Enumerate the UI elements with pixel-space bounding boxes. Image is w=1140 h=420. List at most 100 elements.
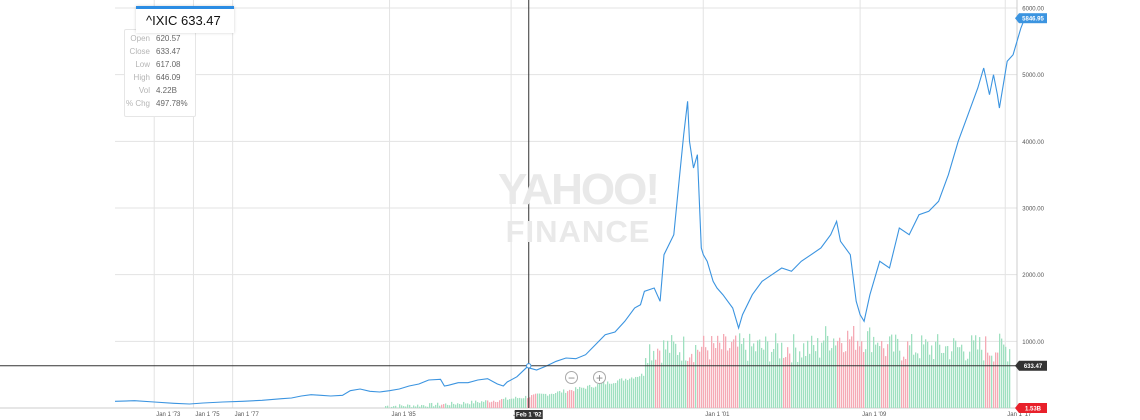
volume-bar <box>733 339 735 408</box>
volume-bar <box>843 352 845 408</box>
volume-bar <box>551 393 553 408</box>
volume-bar <box>993 361 995 408</box>
volume-bar <box>829 350 831 408</box>
volume-bar <box>679 352 681 408</box>
volume-bar <box>651 360 653 408</box>
volume-bar <box>923 344 925 408</box>
volume-bar <box>491 401 493 408</box>
volume-bar <box>411 407 413 408</box>
volume-bar <box>431 402 433 408</box>
volume-bar <box>873 336 875 408</box>
volume-bar <box>837 340 839 408</box>
volume-bar <box>503 398 505 408</box>
volume-bar <box>897 338 899 408</box>
volume-bar <box>691 353 693 408</box>
volume-bar <box>789 353 791 408</box>
zoom-in-button[interactable]: + <box>593 371 606 384</box>
volume-bar <box>839 337 841 408</box>
volume-bar <box>439 405 441 408</box>
volume-bar <box>387 405 389 408</box>
volume-bar <box>719 342 721 408</box>
volume-flag-arrow <box>1015 403 1019 413</box>
watermark-yahoo: YAHOO! <box>498 165 660 214</box>
volume-bar <box>653 350 655 408</box>
volume-bar <box>685 360 687 408</box>
volume-bar <box>629 378 631 408</box>
volume-bar <box>615 382 617 408</box>
volume-bar <box>947 345 949 408</box>
volume-bar <box>871 352 873 408</box>
volume-bar <box>787 347 789 408</box>
volume-bar <box>467 403 469 408</box>
volume-bar <box>995 352 997 408</box>
volume-bar <box>553 394 555 408</box>
volume-bar <box>567 391 569 408</box>
volume-bar <box>865 349 867 408</box>
volume-bar <box>961 344 963 408</box>
volume-bar <box>847 330 849 408</box>
volume-bar <box>695 344 697 408</box>
volume-bar <box>475 400 477 408</box>
volume-bar <box>427 406 429 408</box>
watermark: YAHOO! FINANCE <box>488 165 668 249</box>
volume-bar <box>747 360 749 408</box>
volume-bar <box>729 348 731 408</box>
volume-bar <box>659 350 661 408</box>
volume-bar <box>609 383 611 408</box>
volume-bar <box>549 394 551 408</box>
volume-bar <box>933 359 935 408</box>
volume-bar <box>405 406 407 408</box>
cursor-price-flag: 633.47 <box>1024 364 1043 370</box>
volume-bar <box>811 335 813 408</box>
volume-bar <box>583 387 585 408</box>
volume-bar <box>905 358 907 408</box>
volume-bar <box>465 403 467 408</box>
volume-bar <box>901 360 903 408</box>
volume-bar <box>433 406 435 408</box>
volume-bar <box>909 345 911 408</box>
volume-bar <box>589 384 591 408</box>
tooltip-label: Close <box>129 47 150 56</box>
volume-bar <box>963 351 965 408</box>
volume-bar <box>419 406 421 408</box>
volume-bar <box>965 360 967 408</box>
volume-bar <box>889 336 891 408</box>
y-tick-label: 5000.00 <box>1022 73 1044 79</box>
cursor-date-label: Feb 1 '92 <box>516 413 542 419</box>
volume-bar <box>697 349 699 408</box>
tooltip-value: 633.47 <box>156 47 181 56</box>
cursor-price-flag-bg <box>1019 360 1047 371</box>
volume-bar <box>973 340 975 408</box>
volume-bar <box>605 384 607 408</box>
volume-bar <box>519 397 521 408</box>
volume-bar <box>623 380 625 408</box>
volume-bar <box>593 387 595 408</box>
tooltip-row-vol: Vol 4.22B <box>125 84 195 97</box>
volume-bar <box>827 335 829 408</box>
volume-bar <box>813 345 815 408</box>
volume-bar <box>977 349 979 408</box>
volume-bar <box>393 406 395 408</box>
volume-bar <box>893 351 895 408</box>
volume-bar <box>883 348 885 408</box>
volume-bar <box>453 403 455 408</box>
ticker-label: ^IXIC 633.47 <box>146 13 221 28</box>
volume-bar <box>707 350 709 408</box>
volume-bar <box>801 357 803 408</box>
volume-bar <box>971 335 973 408</box>
volume-bar <box>979 337 981 408</box>
volume-bar <box>913 354 915 408</box>
tooltip-label: Vol <box>138 86 150 95</box>
volume-bar <box>755 351 757 408</box>
volume-bar <box>437 402 439 408</box>
volume-bar <box>495 401 497 408</box>
watermark-finance: FINANCE <box>505 214 651 249</box>
volume-bar <box>751 346 753 408</box>
volume-bar <box>931 345 933 408</box>
tooltip-value: 497.78% <box>156 99 188 108</box>
volume-bar <box>851 336 853 408</box>
zoom-out-button[interactable]: − <box>565 371 578 384</box>
volume-bar <box>423 405 425 408</box>
volume-bar <box>759 339 761 408</box>
volume-bar <box>511 398 513 408</box>
